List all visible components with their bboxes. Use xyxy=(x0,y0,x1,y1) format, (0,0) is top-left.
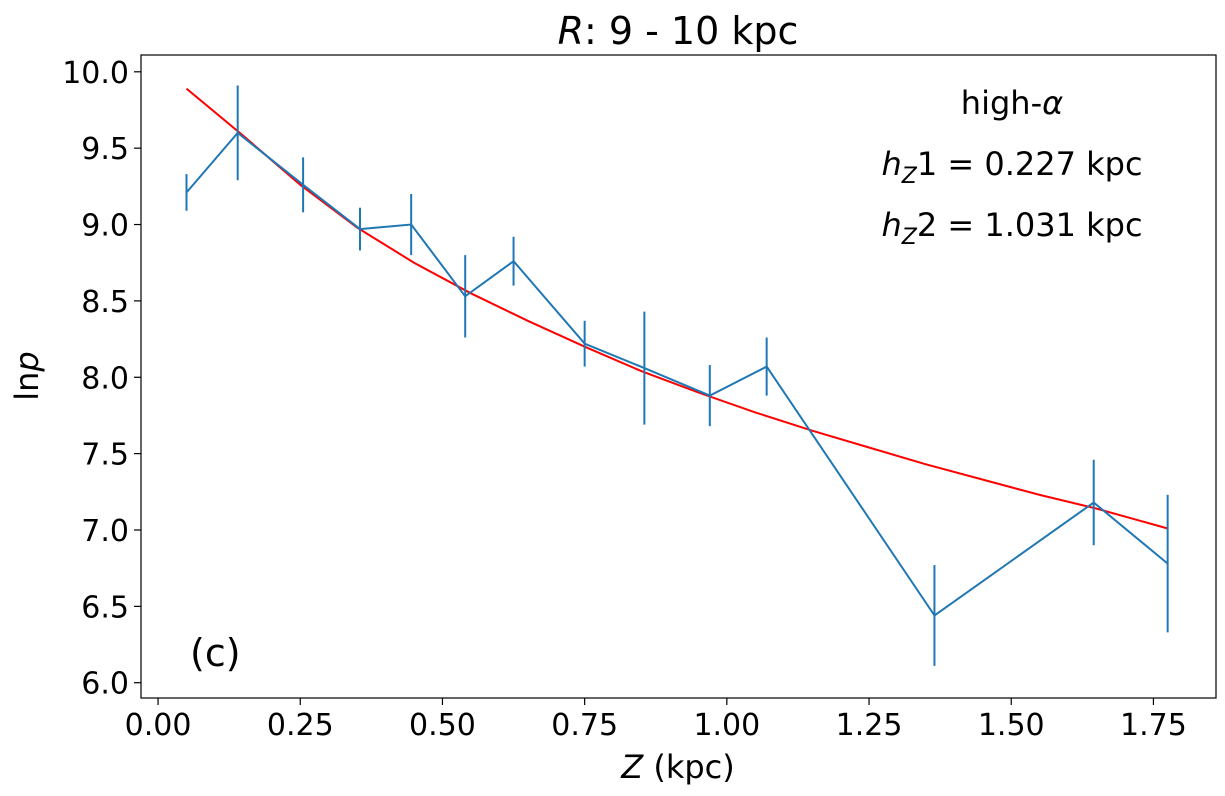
scale-height-2-annotation: hZ2 = 1.031 kpc xyxy=(881,206,1142,250)
tick-marks xyxy=(134,71,1155,705)
h1-variable: h xyxy=(881,145,901,183)
data-line xyxy=(185,131,1169,617)
y-axis-variable: p xyxy=(8,351,46,372)
y-tick-label: 9.0 xyxy=(81,209,129,244)
y-tick-label: 7.5 xyxy=(81,438,129,473)
group-label-greek: α xyxy=(1042,84,1063,122)
x-tick-label: 0.25 xyxy=(267,708,334,743)
y-tick-labels: 6.0 6.5 7.0 7.5 8.0 8.5 9.0 9.5 10.0 xyxy=(62,56,129,702)
group-label: high-α xyxy=(961,84,1063,122)
title-variable: R xyxy=(558,9,584,53)
y-tick-label: 8.5 xyxy=(81,285,129,320)
x-tick-label: 1.50 xyxy=(978,708,1045,743)
panel-label: (c) xyxy=(190,631,241,675)
y-tick-label: 8.0 xyxy=(81,361,129,396)
x-tick-label: 1.25 xyxy=(836,708,903,743)
x-axis-unit: (kpc) xyxy=(643,748,735,786)
y-tick-label: 6.5 xyxy=(81,590,129,625)
chart-title: R: 9 - 10 kpc xyxy=(558,9,799,53)
x-axis-variable: Z xyxy=(620,748,644,786)
x-tick-labels: 0.00 0.25 0.50 0.75 1.00 1.25 1.50 1.75 xyxy=(125,708,1187,743)
y-axis-label: lnp xyxy=(8,351,46,400)
x-tick-label: 0.50 xyxy=(409,708,476,743)
y-tick-label: 7.0 xyxy=(81,514,129,549)
x-axis-label: Z (kpc) xyxy=(620,748,735,786)
scale-height-1-annotation: hZ1 = 0.227 kpc xyxy=(881,145,1142,189)
x-tick-label: 0.00 xyxy=(125,708,192,743)
plot-frame xyxy=(140,54,1217,699)
h1-subscript: Z xyxy=(901,164,918,189)
h2-variable: h xyxy=(881,206,901,244)
h1-value: 1 = 0.227 kpc xyxy=(917,145,1143,183)
x-tick-label: 1.00 xyxy=(693,708,760,743)
y-axis-ln: ln xyxy=(8,372,46,401)
group-label-prefix: high- xyxy=(961,84,1042,122)
y-tick-label: 10.0 xyxy=(62,56,129,91)
y-tick-label: 9.5 xyxy=(81,132,129,167)
data-series-group xyxy=(185,85,1169,666)
x-tick-label: 1.75 xyxy=(1120,708,1187,743)
title-range: : 9 - 10 kpc xyxy=(584,9,798,53)
h2-subscript: Z xyxy=(901,225,918,250)
h2-value: 2 = 1.031 kpc xyxy=(917,206,1143,244)
x-tick-label: 0.75 xyxy=(551,708,618,743)
y-tick-label: 6.0 xyxy=(81,667,129,702)
